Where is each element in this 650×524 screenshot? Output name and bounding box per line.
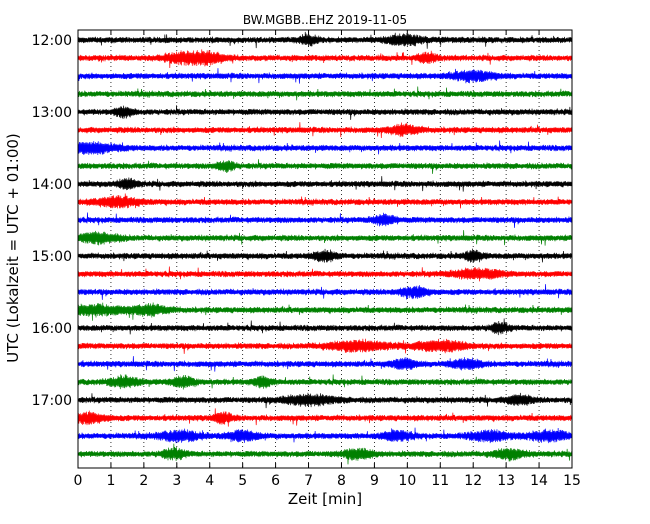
seismic-trace [77,122,572,138]
seismic-trace [77,212,572,228]
x-tick-label: 10 [398,473,416,489]
x-tick-label: 3 [172,473,181,489]
seismic-trace [77,356,572,372]
seismic-trace [77,338,572,354]
x-tick-label: 15 [563,473,581,489]
x-tick-label: 2 [139,473,148,489]
seismic-trace [77,427,572,444]
y-axis-label: UTC (Lokalzeit = UTC + 01:00) [4,133,22,363]
y-tick-label: 16:00 [32,321,72,337]
seismic-trace [77,176,572,192]
seismic-trace [77,284,572,300]
y-tick-label: 13:00 [32,105,72,121]
x-tick-label: 14 [530,473,548,489]
seismic-trace [77,31,572,49]
seismic-trace [77,140,572,155]
y-tick-label: 14:00 [32,177,72,193]
x-tick-label: 5 [238,473,247,489]
seismic-trace [77,230,572,246]
seismic-trace [77,408,572,427]
seismic-trace [77,266,572,282]
seismic-trace [77,86,572,101]
seismic-trace [77,374,572,390]
y-tick-label: 12:00 [32,33,72,49]
x-axis-label: Zeit [min] [288,490,362,508]
chart-title: BW.MGBB..EHZ 2019-11-05 [243,13,407,27]
plot-frame [77,29,573,469]
tick-layer: 0 1 2 3 4 5 6 7 8 9 10 11 12 13 14 1512:0013:0014:0015:… [32,30,581,489]
seismic-trace [77,68,572,84]
x-tick-label: 0 [74,473,83,489]
x-tick-label: 6 [271,473,280,489]
x-tick-label: 7 [304,473,313,489]
trace-layer [77,31,572,465]
seismic-trace [77,302,572,321]
y-tick-label: 15:00 [32,249,72,265]
x-tick-label: 9 [370,473,379,489]
seismic-trace [77,248,572,263]
x-tick-label: 8 [337,473,346,489]
y-tick-label: 17:00 [32,393,72,409]
seismic-trace [77,193,572,209]
x-tick-label: 4 [205,473,214,489]
seismic-trace [77,159,572,174]
seismic-trace [77,443,572,465]
seismic-trace [77,318,572,336]
x-tick-label: 13 [497,473,515,489]
x-tick-label: 12 [464,473,482,489]
seismic-trace [77,392,572,409]
x-tick-label: 11 [431,473,449,489]
seismic-trace [77,105,572,120]
seismic-trace [77,49,572,69]
x-tick-label: 1 [106,473,115,489]
